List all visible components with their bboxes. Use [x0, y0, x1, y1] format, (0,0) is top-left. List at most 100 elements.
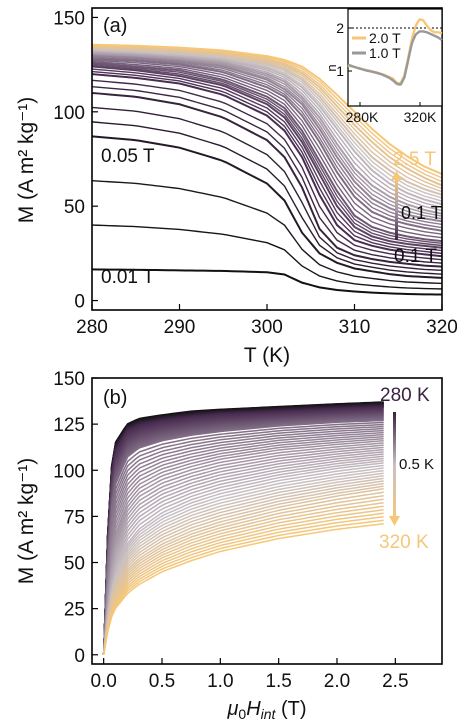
- series-line-310K: [102, 462, 384, 655]
- x-tick-label: 0.0: [90, 671, 116, 692]
- y-tick-label: 125: [53, 415, 85, 436]
- panel-b-frame: [91, 377, 443, 665]
- y-tick-label: 50: [64, 197, 85, 218]
- series-line-315K: [102, 487, 384, 655]
- series-line-interpolated: [92, 47, 442, 193]
- series-line-interpolated: [92, 59, 442, 235]
- series-line-interpolated: [92, 63, 442, 245]
- series-line-interpolated: [92, 55, 442, 226]
- panel-b-label: (b): [103, 387, 127, 409]
- series-line-1.3T: [92, 49, 442, 206]
- y-tick-label: 150: [53, 369, 85, 390]
- series-line-1T: [92, 52, 442, 215]
- panel-a-label: (a): [103, 15, 127, 37]
- series-line-0.01T: [92, 268, 442, 296]
- panel-b-y-axis-label: M (A m² kg⁻¹): [15, 458, 38, 585]
- temperature-arrow-icon: [389, 516, 400, 526]
- inset-series-line-1.0T: [347, 30, 443, 86]
- annotation-low-label-1: 0.05 T: [101, 146, 155, 167]
- series-line-interpolated: [102, 494, 384, 655]
- series-line-interpolated: [102, 498, 384, 655]
- x-tick-label: 310: [339, 317, 371, 338]
- annotation-step-upper: 0.1 T: [401, 203, 442, 223]
- series-line-interpolated: [102, 442, 384, 655]
- annotation-step: 0.5 K: [399, 456, 434, 473]
- y-tick-label: 0: [74, 646, 85, 667]
- series-line-interpolated: [92, 85, 442, 264]
- series-line-0.6T: [92, 57, 442, 232]
- series-line-320K: [102, 523, 384, 655]
- x-tick-label: 0.5: [149, 671, 175, 692]
- x-tick-label: 290: [164, 317, 196, 338]
- series-line-interpolated: [102, 455, 384, 655]
- series-line-interpolated: [92, 49, 442, 202]
- annotation-top-field: 2.5 T: [393, 149, 436, 170]
- series-line-interpolated: [102, 431, 384, 655]
- series-line-interpolated: [92, 70, 442, 255]
- series-line-interpolated: [102, 512, 384, 655]
- series-line-2.5T: [92, 43, 442, 176]
- series-line-interpolated: [102, 485, 384, 655]
- annotation-bottom-temp: 320 K: [379, 532, 429, 553]
- series-line-0.4T: [92, 61, 442, 243]
- series-line-interpolated: [102, 480, 384, 655]
- x-tick-label: 1.5: [265, 671, 291, 692]
- x-tick-label: 1.0: [207, 671, 233, 692]
- series-line-interpolated: [102, 444, 384, 655]
- temperature-gradient-bar: [393, 412, 396, 518]
- series-line-interpolated: [102, 457, 384, 655]
- inset-ytick-label-2: 2: [336, 20, 344, 36]
- series-line-interpolated: [102, 429, 384, 655]
- panel-b-series: [102, 401, 384, 655]
- y-tick-label: 25: [64, 600, 85, 621]
- legend-label-1T: 1.0 T: [369, 45, 401, 61]
- y-tick-label: 50: [64, 554, 85, 575]
- series-line-interpolated: [102, 451, 384, 655]
- series-line-interpolated: [102, 433, 384, 655]
- series-line-interpolated: [102, 427, 384, 655]
- panel-a-x-ticks: 280 290 300 310 320: [76, 304, 457, 338]
- y-tick-label: 100: [53, 103, 85, 124]
- annotation-step-lower: 0.1 T: [394, 246, 437, 267]
- x-tick-label: 320: [426, 317, 457, 338]
- series-line-interpolated: [102, 437, 384, 655]
- x-tick-label: 300: [251, 317, 283, 338]
- x-tick-label: 2.0: [324, 671, 350, 692]
- series-line-305K: [102, 439, 384, 655]
- series-line-interpolated: [102, 519, 384, 655]
- panel-a-y-axis-label: M (A m² kg⁻¹): [15, 97, 38, 224]
- series-line-0.1T: [92, 91, 442, 268]
- series-line-interpolated: [92, 60, 442, 239]
- series-line-interpolated: [102, 446, 384, 655]
- series-line-0.8T: [92, 54, 442, 223]
- panel-a-y-ticks: 0 50 100 150: [53, 8, 98, 313]
- field-arrow-icon: [391, 171, 402, 180]
- series-line-interpolated: [92, 51, 442, 212]
- series-line-interpolated: [92, 57, 442, 229]
- series-line-interpolated: [102, 421, 384, 655]
- series-line-interpolated: [92, 180, 442, 285]
- series-line-0.2T: [92, 73, 442, 258]
- annotation-top-temp: 280 K: [380, 385, 430, 406]
- series-line-interpolated: [102, 448, 384, 655]
- field-gradient-bar: [395, 178, 398, 240]
- series-line-interpolated: [102, 423, 384, 655]
- inset-ytick-label-1: 1: [336, 63, 344, 79]
- series-line-interpolated: [102, 482, 384, 655]
- series-line-interpolated: [92, 64, 442, 247]
- x-tick-label: 280: [76, 317, 108, 338]
- series-line-interpolated: [102, 505, 384, 655]
- panel-a-x-axis-label: T (K): [244, 344, 290, 367]
- inset-chart: 2.0 T 1.0 T n 2 1 280K 320K: [324, 8, 443, 125]
- x-tick-label: 2.5: [382, 671, 408, 692]
- series-line-interpolated: [102, 425, 384, 655]
- series-line-interpolated: [92, 106, 442, 272]
- y-tick-label: 150: [53, 8, 85, 29]
- series-line-interpolated: [92, 121, 442, 275]
- series-line-interpolated: [102, 475, 384, 655]
- series-line-interpolated: [102, 469, 384, 655]
- inset-xtick-label-320: 320K: [404, 109, 437, 125]
- series-line-interpolated: [102, 464, 384, 655]
- legend-label-2T: 2.0 T: [369, 30, 401, 46]
- series-line-300K: [102, 419, 384, 655]
